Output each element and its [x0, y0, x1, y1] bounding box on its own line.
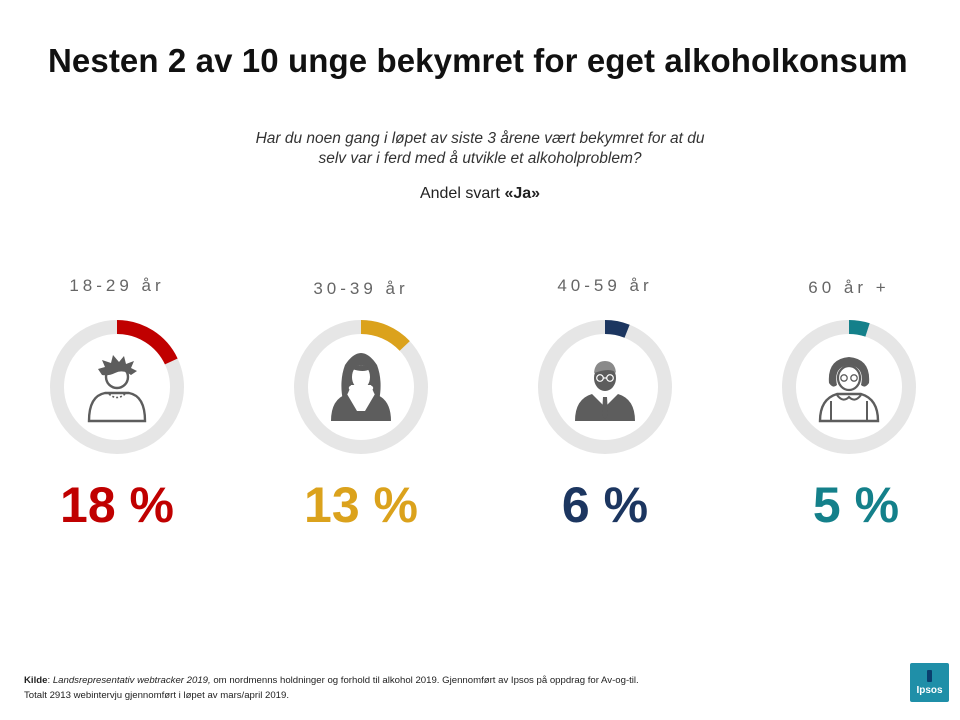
donut-value-arc: [604, 320, 630, 338]
percent-value-label: 13 %: [304, 477, 418, 533]
percent-value-label: 5 %: [813, 477, 899, 533]
donut-value-arc: [360, 320, 410, 351]
donut-40-59: 40-59 år 6 %: [538, 276, 672, 533]
footer-source-rest: om nordmenns holdninger og forhold til a…: [210, 675, 639, 686]
question-line-2: selv var i ferd med å utvikle et alkohol…: [318, 150, 642, 167]
percent-value-label: 18 %: [60, 477, 174, 533]
page-title: Nesten 2 av 10 unge bekymret for eget al…: [48, 42, 908, 79]
percent-value-label: 6 %: [562, 477, 648, 533]
businessman-icon: [575, 361, 635, 421]
answer-value: «Ja»: [504, 185, 541, 202]
logo-bar-icon: [927, 670, 932, 682]
donut-value-arc: [848, 320, 870, 337]
donut-track: [782, 320, 916, 454]
answer-prefix: Andel svart: [419, 185, 505, 202]
question-line-1: Har du noen gang i løpet av siste 3 åren…: [255, 130, 705, 147]
answer-label: Andel svart «Ja»: [180, 185, 780, 203]
donut-30-39: 30-39 år 13 %: [294, 279, 428, 533]
logo-wordmark: Ipsos: [916, 685, 943, 696]
footer-source-title: Landsrepresentativ webtracker 2019,: [52, 675, 211, 686]
age-group-label: 60 år +: [808, 278, 889, 297]
footer-source: Kilde: Landsrepresentativ webtracker 201…: [24, 675, 639, 686]
age-group-label: 40-59 år: [557, 276, 652, 295]
donut-18-29: 18-29 år 18 %: [50, 276, 184, 533]
footer-source-label: Kilde: [24, 675, 48, 686]
woman-icon: [331, 353, 391, 421]
age-group-label: 18-29 år: [69, 276, 164, 295]
footer: Kilde: Landsrepresentativ webtracker 201…: [24, 673, 864, 703]
age-group-label: 30-39 år: [313, 279, 408, 298]
elderly-woman-icon: [818, 357, 880, 423]
donut-value-arc: [116, 320, 178, 365]
survey-question: Har du noen gang i løpet av siste 3 åren…: [180, 129, 780, 169]
young-man-icon: [87, 355, 147, 423]
footer-line-2: Totalt 2913 webintervju gjennomført i lø…: [24, 690, 290, 701]
donut-chart-group: 18-29 år 18 % 30-39 år 13 % 40-59 år 6 % 60 år…: [50, 276, 916, 533]
donut-60: 60 år + 5 %: [782, 278, 916, 533]
ipsos-logo: Ipsos: [910, 663, 949, 702]
